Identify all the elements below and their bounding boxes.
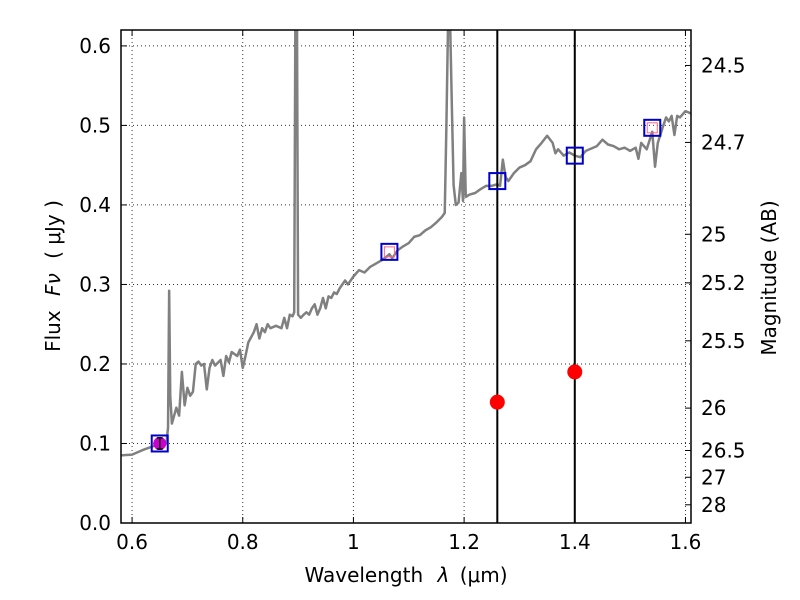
model-photometry-square xyxy=(150,434,169,453)
vertical-lines xyxy=(496,30,576,523)
tick-labels: 0.6 0.8 1 1.2 1.4 1.6 0.0 0.1 0.2 0.3 0.4 0.5 0.6 24.… xyxy=(79,34,745,554)
observed-point xyxy=(489,394,505,410)
y2-tick-label: 24.7 xyxy=(701,130,746,154)
y-tick-label: 0.1 xyxy=(79,431,111,455)
model-photometry-square xyxy=(488,172,507,191)
y-tick-label: 0.5 xyxy=(79,113,111,137)
y-axis-label-symbol: Fν xyxy=(41,273,65,296)
x-axis-label-symbol: λ xyxy=(437,563,450,587)
x-axis-label-text: Wavelength xyxy=(304,563,423,587)
y2-tick-label: 26.5 xyxy=(701,438,746,462)
x-axis-label-unit: (μm) xyxy=(460,563,508,587)
inner-square-marker xyxy=(646,122,658,134)
y2-axis-label: Magnitude (AB) xyxy=(757,200,781,355)
x-tick-label: 0.6 xyxy=(116,530,148,554)
y-axis-label: Flux Fν ( μJy ) xyxy=(41,200,65,352)
markers xyxy=(150,118,662,453)
y2-tick-label: 24.5 xyxy=(701,53,746,77)
y2-tick-label: 25.2 xyxy=(701,271,746,295)
y-tick-label: 0.6 xyxy=(79,34,111,58)
x-axis-label: Wavelength λ (μm) xyxy=(304,563,507,587)
model-photometry-square xyxy=(380,242,399,261)
model-photometry-square xyxy=(565,146,584,165)
y2-tick-label: 25.5 xyxy=(701,329,746,353)
y2-tick-label: 25 xyxy=(701,222,726,246)
y2-tick-label: 28 xyxy=(701,493,726,517)
x-tick-label: 1.4 xyxy=(559,530,591,554)
y-tick-label: 0.4 xyxy=(79,193,111,217)
y2-tick-label: 27 xyxy=(701,465,726,489)
ticks xyxy=(121,30,691,524)
inner-square-marker xyxy=(383,246,395,258)
y-tick-label: 0.3 xyxy=(79,272,111,296)
plot-frame xyxy=(120,29,692,524)
x-tick-label: 1.2 xyxy=(448,530,480,554)
y-tick-label: 0.0 xyxy=(79,511,111,535)
x-tick-label: 1.6 xyxy=(670,530,702,554)
plot-background xyxy=(121,30,691,523)
y-tick-label: 0.2 xyxy=(79,352,111,376)
x-tick-label: 1 xyxy=(347,530,360,554)
x-tick-label: 0.8 xyxy=(227,530,259,554)
y-axis-label-unit: ( μJy ) xyxy=(41,200,65,259)
y-axis-label-text: Flux xyxy=(41,310,65,352)
observed-point xyxy=(567,364,583,380)
y2-tick-label: 26 xyxy=(701,396,726,420)
model-photometry-square xyxy=(643,118,662,137)
